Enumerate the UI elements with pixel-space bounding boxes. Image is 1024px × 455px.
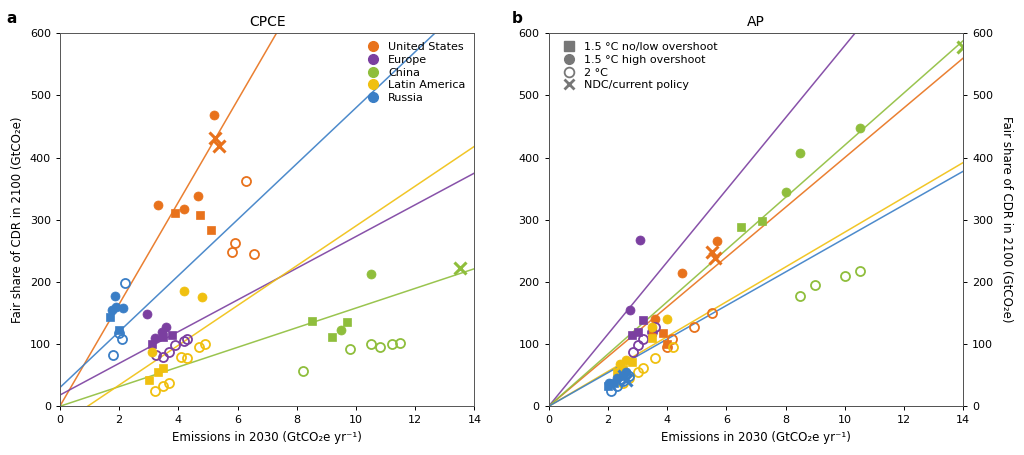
Title: CPCE: CPCE [249,15,286,29]
Title: AP: AP [748,15,765,29]
Y-axis label: Fair share of CDR in 2100 (GtCO₂e): Fair share of CDR in 2100 (GtCO₂e) [999,116,1013,323]
Text: b: b [511,10,522,25]
Text: a: a [6,10,16,25]
Legend: 1.5 °C no/low overshoot, 1.5 °C high overshoot, 2 °C, NDC/current policy: 1.5 °C no/low overshoot, 1.5 °C high ove… [554,39,721,94]
X-axis label: Emissions in 2030 (GtCO₂e yr⁻¹): Emissions in 2030 (GtCO₂e yr⁻¹) [662,431,851,444]
Legend: United States, Europe, China, Latin America, Russia: United States, Europe, China, Latin Amer… [358,39,469,106]
X-axis label: Emissions in 2030 (GtCO₂e yr⁻¹): Emissions in 2030 (GtCO₂e yr⁻¹) [172,431,362,444]
Y-axis label: Fair share of CDR in 2100 (GtCO₂e): Fair share of CDR in 2100 (GtCO₂e) [11,116,25,323]
